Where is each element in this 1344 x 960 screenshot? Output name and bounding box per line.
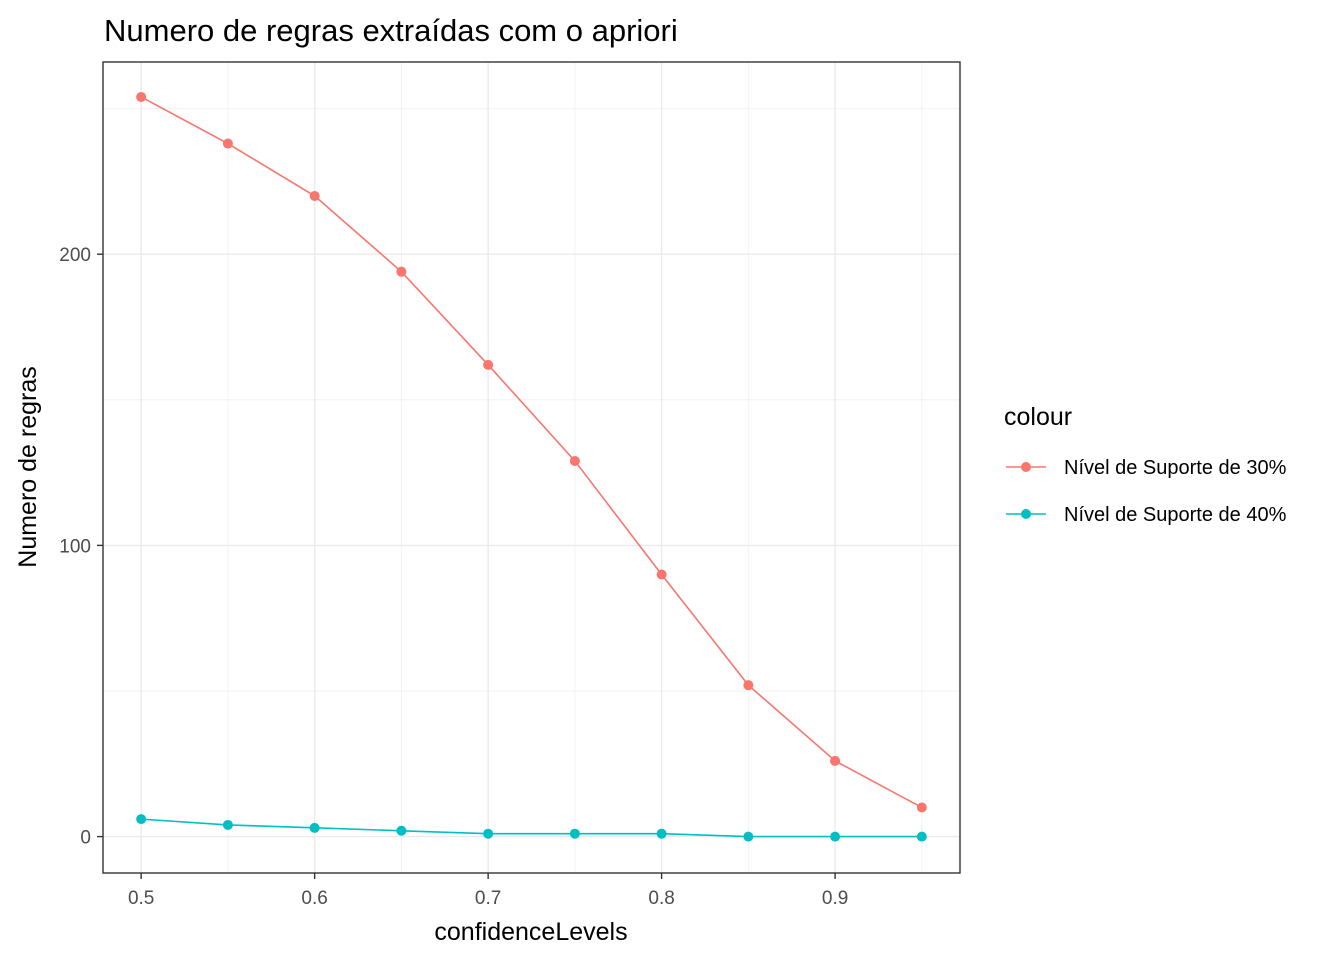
chart-title: Numero de regras extraídas com o apriori [104,13,678,48]
y-tick-label: 100 [59,536,91,557]
series-line [140,96,923,809]
data-point [916,831,927,842]
plot-panel-background [103,62,960,873]
plot-panel-border [102,61,961,874]
data-point [569,455,580,466]
data-point [136,91,147,102]
series-2 [136,814,927,842]
series-line [141,818,922,838]
y-tick-label: 200 [59,245,91,266]
data-point [136,814,147,825]
data-point [830,755,841,766]
data-point [916,802,927,813]
x-tick-label: 0.5 [128,888,154,909]
grid-minor [103,62,960,873]
x-axis: 0.5 0.6 0.7 0.8 0.9 [128,873,848,909]
legend-item: Nível de Suporte de 40% [1006,504,1287,526]
data-point [222,138,233,149]
data-point [743,680,754,691]
x-tick-label: 0.8 [648,888,674,909]
legend: colour Nível de Suporte de 30%Nível de S… [1004,403,1287,526]
data-point [656,828,667,839]
data-point [222,819,233,830]
data-point [483,359,494,370]
data-point [830,831,841,842]
data-point [396,825,407,836]
data-point [569,828,580,839]
y-axis: 0 100 200 [59,245,103,849]
data-point [743,831,754,842]
x-tick-label: 0.7 [475,888,501,909]
y-axis-title: Numero de regras [14,366,42,567]
x-tick-label: 0.9 [822,888,848,909]
legend-item: Nível de Suporte de 30% [1006,457,1287,479]
data-point [396,266,407,277]
series-layer [136,91,927,842]
data-point [309,822,320,833]
legend-label: Nível de Suporte de 40% [1064,504,1287,526]
data-point [309,190,320,201]
legend-items: Nível de Suporte de 30% Nível de Suporte … [1006,457,1287,526]
plot-area [102,61,961,874]
x-tick-label: 0.6 [301,888,327,909]
legend-label: Nível de Suporte de 30% [1064,457,1287,479]
data-point [656,569,667,580]
x-axis-title: confidenceLevels [434,918,627,946]
legend-key-point [1021,509,1031,519]
data-point [483,828,494,839]
y-tick-label: 0 [80,828,91,849]
series-1 [136,91,927,813]
legend-title: colour [1004,403,1072,431]
legend-key-point [1021,462,1031,472]
